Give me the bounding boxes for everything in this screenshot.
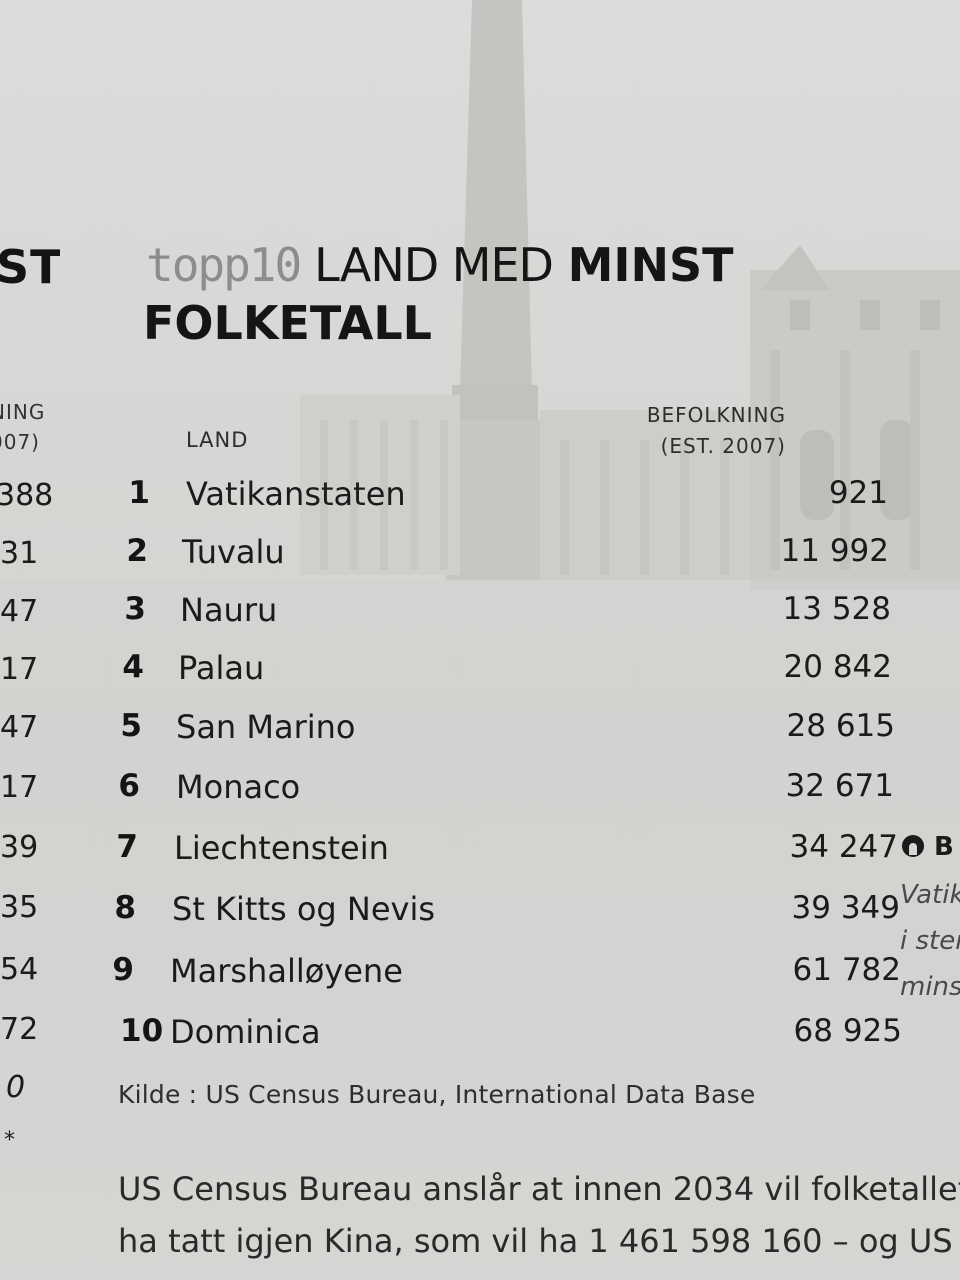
left-value: 47 [0, 594, 39, 629]
left-value: * [4, 1128, 15, 1153]
row-population: 32 671 [785, 768, 894, 804]
left-value: 72 [0, 1012, 39, 1047]
table-source: Kilde : US Census Bureau, International … [118, 1080, 756, 1109]
body-paragraph-line: ha tatt igjen Kina, som vil ha 1 461 598… [118, 1222, 953, 1260]
row-country: Tuvalu [182, 533, 285, 571]
table-title: topp10 LAND MED MINST [146, 238, 733, 292]
row-rank: 4 [122, 649, 144, 685]
left-page-edge: ST NING 007) 388 31 47 17 47 17 39 35 54… [0, 0, 60, 1280]
brand-logo-topp10: topp10 [146, 238, 302, 292]
left-column-header-fragment: NING [0, 400, 46, 424]
column-header-population-line1: BEFOLKNING [646, 403, 786, 427]
side-note-line: mins [900, 972, 960, 1002]
row-population: 28 615 [786, 708, 895, 744]
row-population: 921 [828, 475, 888, 511]
row-country: Monaco [176, 768, 301, 806]
row-population: 13 528 [782, 591, 891, 627]
row-rank: 3 [124, 591, 146, 627]
row-population: 39 349 [791, 890, 900, 926]
row-rank: 6 [118, 768, 140, 804]
row-country: Liechtenstein [174, 829, 389, 867]
left-value: 47 [0, 710, 39, 745]
row-rank: 2 [126, 533, 148, 569]
table-title-line2: FOLKETALL [143, 296, 432, 350]
row-country: Dominica [170, 1013, 321, 1051]
row-country: St Kitts og Nevis [172, 890, 436, 928]
left-value: 31 [0, 536, 39, 571]
left-value: 35 [0, 890, 39, 925]
row-rank: 5 [120, 708, 142, 744]
side-note-line: i ster [900, 926, 960, 956]
row-rank: 10 [120, 1013, 164, 1049]
info-icon [902, 835, 924, 857]
row-rank: 1 [128, 475, 150, 511]
row-country: Palau [178, 649, 265, 687]
left-value: 17 [0, 770, 39, 805]
body-paragraph-line: US Census Bureau anslår at innen 2034 vi… [118, 1170, 960, 1208]
side-note-line: Vatik [900, 880, 960, 910]
left-value: 39 [0, 830, 39, 865]
row-rank: 9 [112, 952, 134, 988]
row-rank: 8 [114, 890, 136, 926]
row-country: Nauru [180, 591, 278, 629]
column-header-population: BEFOLKNING (EST. 2007) [600, 400, 786, 462]
row-population: 68 925 [793, 1013, 902, 1049]
row-population: 61 782 [792, 952, 901, 988]
left-column-header-fragment: 007) [0, 430, 40, 454]
left-value: 17 [0, 652, 39, 687]
row-population: 34 247 [789, 829, 898, 865]
left-value: 54 [0, 952, 39, 987]
side-note-heading-text: B [934, 832, 954, 862]
row-rank: 7 [116, 829, 138, 865]
row-country: Marshalløyene [170, 952, 403, 990]
left-value: 388 [0, 478, 54, 513]
left-heading-fragment: ST [0, 240, 60, 294]
column-header-land: LAND [186, 428, 249, 452]
side-note-heading: B [902, 832, 954, 862]
row-population: 11 992 [780, 533, 889, 569]
row-country: San Marino [176, 708, 356, 746]
title-part-bold: MINST [567, 238, 734, 292]
title-part-normal: LAND MED [314, 238, 554, 292]
row-country: Vatikanstaten [186, 475, 406, 513]
left-value: 0 [6, 1070, 26, 1105]
column-header-population-line2: (EST. 2007) [660, 434, 786, 458]
row-population: 20 842 [783, 649, 892, 685]
